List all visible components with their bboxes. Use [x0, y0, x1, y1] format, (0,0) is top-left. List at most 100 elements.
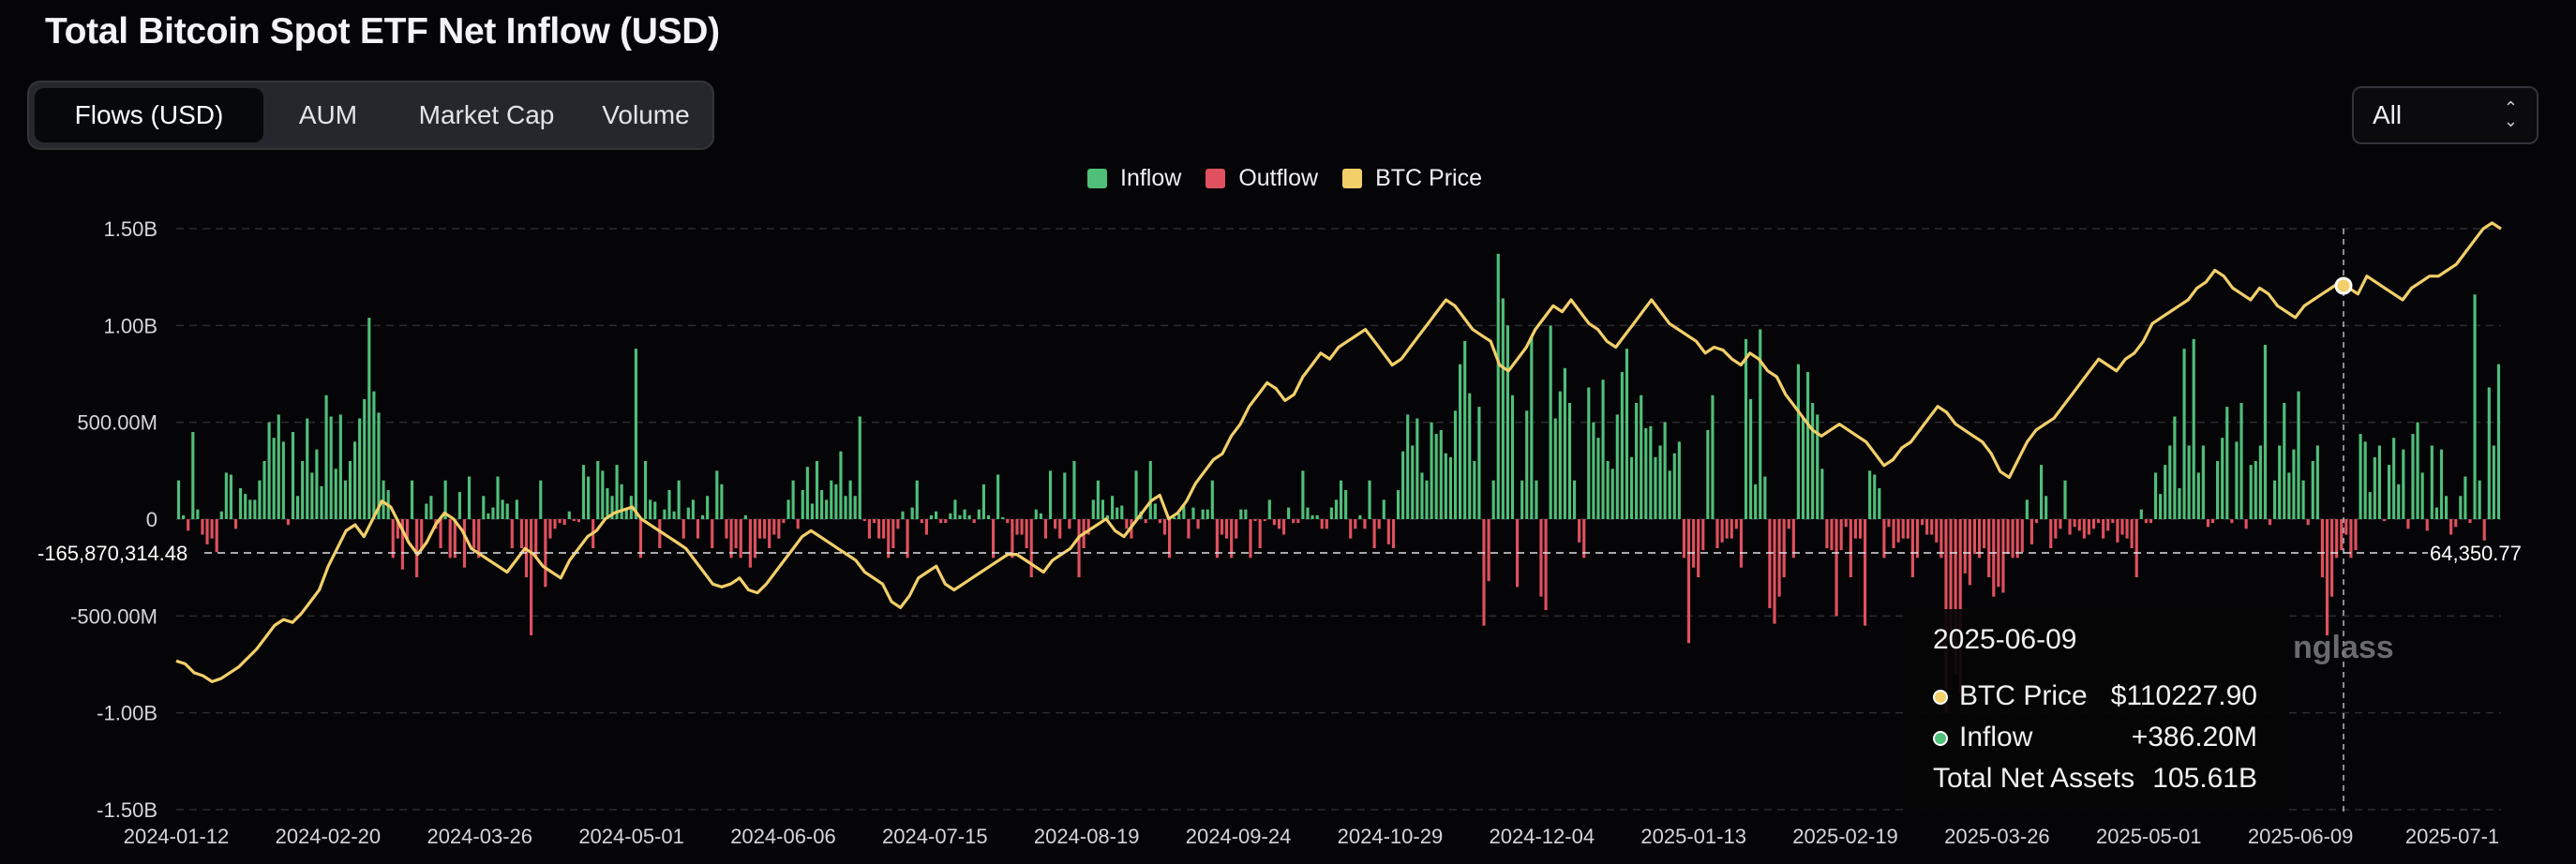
outflow-bar	[1925, 519, 1929, 535]
outflow-bar	[1086, 519, 1090, 535]
inflow-bar	[1596, 438, 1600, 519]
inflow-bar	[606, 487, 609, 519]
inflow-bar	[338, 414, 342, 519]
time-range-select[interactable]: All ⌃ ⌄	[2352, 86, 2539, 144]
legend-item-outflow[interactable]: Outflow	[1206, 165, 1318, 192]
inflow-bar	[2373, 456, 2376, 519]
tab-aum[interactable]: AUM	[298, 100, 358, 129]
outflow-bar	[1858, 519, 1863, 539]
inflow-bar	[667, 490, 671, 519]
outflow-bar	[1949, 519, 1953, 635]
outflow-bar	[2015, 519, 2019, 559]
outflow-bar	[1372, 519, 1376, 548]
tab-market-cap[interactable]: Market Cap	[418, 100, 555, 129]
inflow-bar	[2439, 449, 2444, 519]
outflow-bar	[2449, 519, 2453, 535]
tab-volume[interactable]: Volume	[602, 100, 690, 129]
x-tick-label: 2024-06-06	[730, 825, 836, 848]
inflow-bar	[1191, 507, 1195, 519]
outflow-bar	[1011, 519, 1014, 559]
outflow-bar	[1939, 519, 1943, 559]
inflow-bar	[1625, 349, 1629, 519]
inflow-bar	[2263, 345, 2268, 519]
inflow-bar	[1796, 364, 1800, 519]
outflow-bar	[415, 519, 419, 577]
outflow-bar	[2330, 519, 2334, 597]
outflow-bar	[1578, 519, 1581, 543]
outflow-bar	[2468, 519, 2472, 524]
inflow-bar	[901, 511, 905, 519]
inflow-bar	[1411, 445, 1415, 519]
inflow-bar	[2292, 449, 2296, 519]
outflow-bar	[696, 519, 700, 539]
inflow-bar	[834, 484, 838, 519]
inflow-bar	[2164, 465, 2167, 519]
inflow-bar	[1763, 476, 1767, 519]
outflow-bar	[1997, 519, 2000, 588]
tab-flows-usd[interactable]: Flows (USD)	[35, 88, 263, 142]
inflow-bar	[1039, 513, 1042, 519]
inflow-bar	[2159, 494, 2163, 519]
x-tick-label: 2024-01-12	[124, 825, 230, 848]
chart-legend: Inflow Outflow BTC Price	[1087, 161, 1506, 195]
outflow-bar	[405, 519, 410, 539]
outflow-bar	[1006, 519, 1010, 524]
outflow-bar	[777, 519, 781, 539]
inflow-bar	[291, 432, 295, 519]
inflow-bar	[2402, 449, 2405, 519]
inflow-bar	[653, 501, 657, 519]
x-tick-label: 2024-03-26	[427, 825, 532, 848]
inflow-bar	[1711, 395, 1715, 519]
legend-item-btc-price[interactable]: BTC Price	[1342, 165, 1482, 192]
outflow-bar	[1292, 519, 1295, 524]
outflow-bar	[1029, 519, 1033, 577]
outflow-bar	[1844, 519, 1848, 528]
inflow-bar	[2063, 480, 2067, 519]
inflow-bar	[281, 441, 285, 519]
inflow-bar	[1868, 470, 1872, 519]
outflow-bar	[887, 519, 891, 559]
inflow-bar	[615, 465, 619, 519]
inflow-bar	[1477, 407, 1481, 519]
outflow-bar	[1839, 519, 1843, 551]
inflow-bar	[848, 480, 852, 519]
tooltip-value-inflow: +386.20M	[2131, 722, 2257, 752]
inflow-bar	[634, 349, 637, 519]
outflow-bar	[2230, 519, 2234, 524]
outflow-bar	[530, 519, 533, 635]
inflow-bar	[1173, 516, 1176, 519]
legend-item-inflow[interactable]: Inflow	[1087, 165, 1181, 192]
outflow-bar	[1482, 519, 1486, 626]
inflow-bar	[1587, 387, 1591, 519]
inflow-bar	[700, 514, 705, 519]
watermark: nglass	[2293, 630, 2394, 665]
outflow-bar	[1825, 519, 1829, 548]
outflow-bar	[1354, 519, 1357, 529]
inflow-bar	[2377, 445, 2381, 519]
outflow-bar	[1043, 519, 1048, 539]
inflow-bar	[1754, 484, 1758, 519]
inflow-bar	[801, 490, 804, 519]
inflow-bar	[2025, 499, 2029, 519]
outflow-bar	[1863, 519, 1867, 626]
inflow-bar	[815, 461, 819, 519]
outflow-bar	[187, 519, 190, 531]
outflow-bar	[1768, 519, 1772, 609]
inflow-bar	[1805, 371, 1810, 519]
outflow-bar	[1025, 519, 1028, 548]
chart-metric-tabs: Flows (USD) AUM Market Cap Volume	[27, 81, 714, 150]
inflow-bar	[1116, 507, 1119, 519]
inflow-bar	[1201, 509, 1205, 519]
inflow-bar	[844, 496, 847, 519]
outflow-bar	[1697, 519, 1700, 577]
outflow-bar	[477, 519, 481, 559]
x-tick-label: 2024-08-19	[1034, 825, 1140, 848]
outflow-bar	[796, 519, 800, 529]
outflow-bar	[1915, 519, 1920, 559]
tooltip-row-inflow: Inflow +386.20M	[1933, 722, 2308, 759]
inflow-bar	[1420, 472, 1424, 519]
outflow-bar	[2144, 519, 2148, 524]
inflow-bar	[1649, 425, 1653, 519]
x-tick-label: 2025-02-19	[1792, 825, 1898, 848]
